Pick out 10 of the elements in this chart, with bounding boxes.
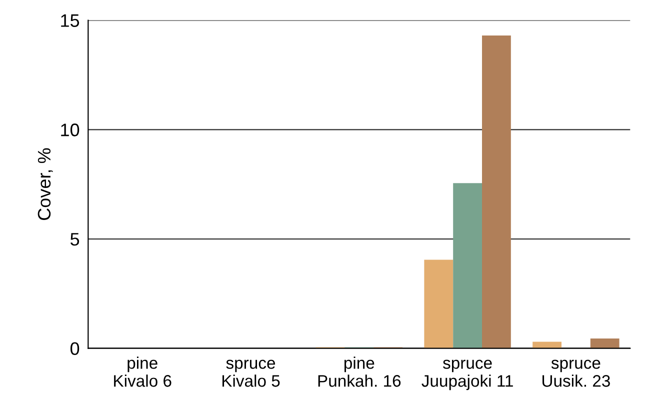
x-tick-label: pine Kivalo 6 [114,356,172,387]
y-tick-label: 0 [70,342,80,356]
x-tick-label: pine Punkah. 16 [318,356,401,387]
y-axis-title: Cover, % [38,148,53,220]
y-tick-label: 15 [61,14,80,27]
y-tick-label: 5 [70,233,80,246]
x-tick-label: spruce Uusik. 23 [542,360,610,387]
x-tick-label: spruce Juupajoki 11 [422,360,513,390]
x-tick-label: spruce Kivalo 5 [222,360,280,387]
y-tick-label: 10 [61,124,80,136]
